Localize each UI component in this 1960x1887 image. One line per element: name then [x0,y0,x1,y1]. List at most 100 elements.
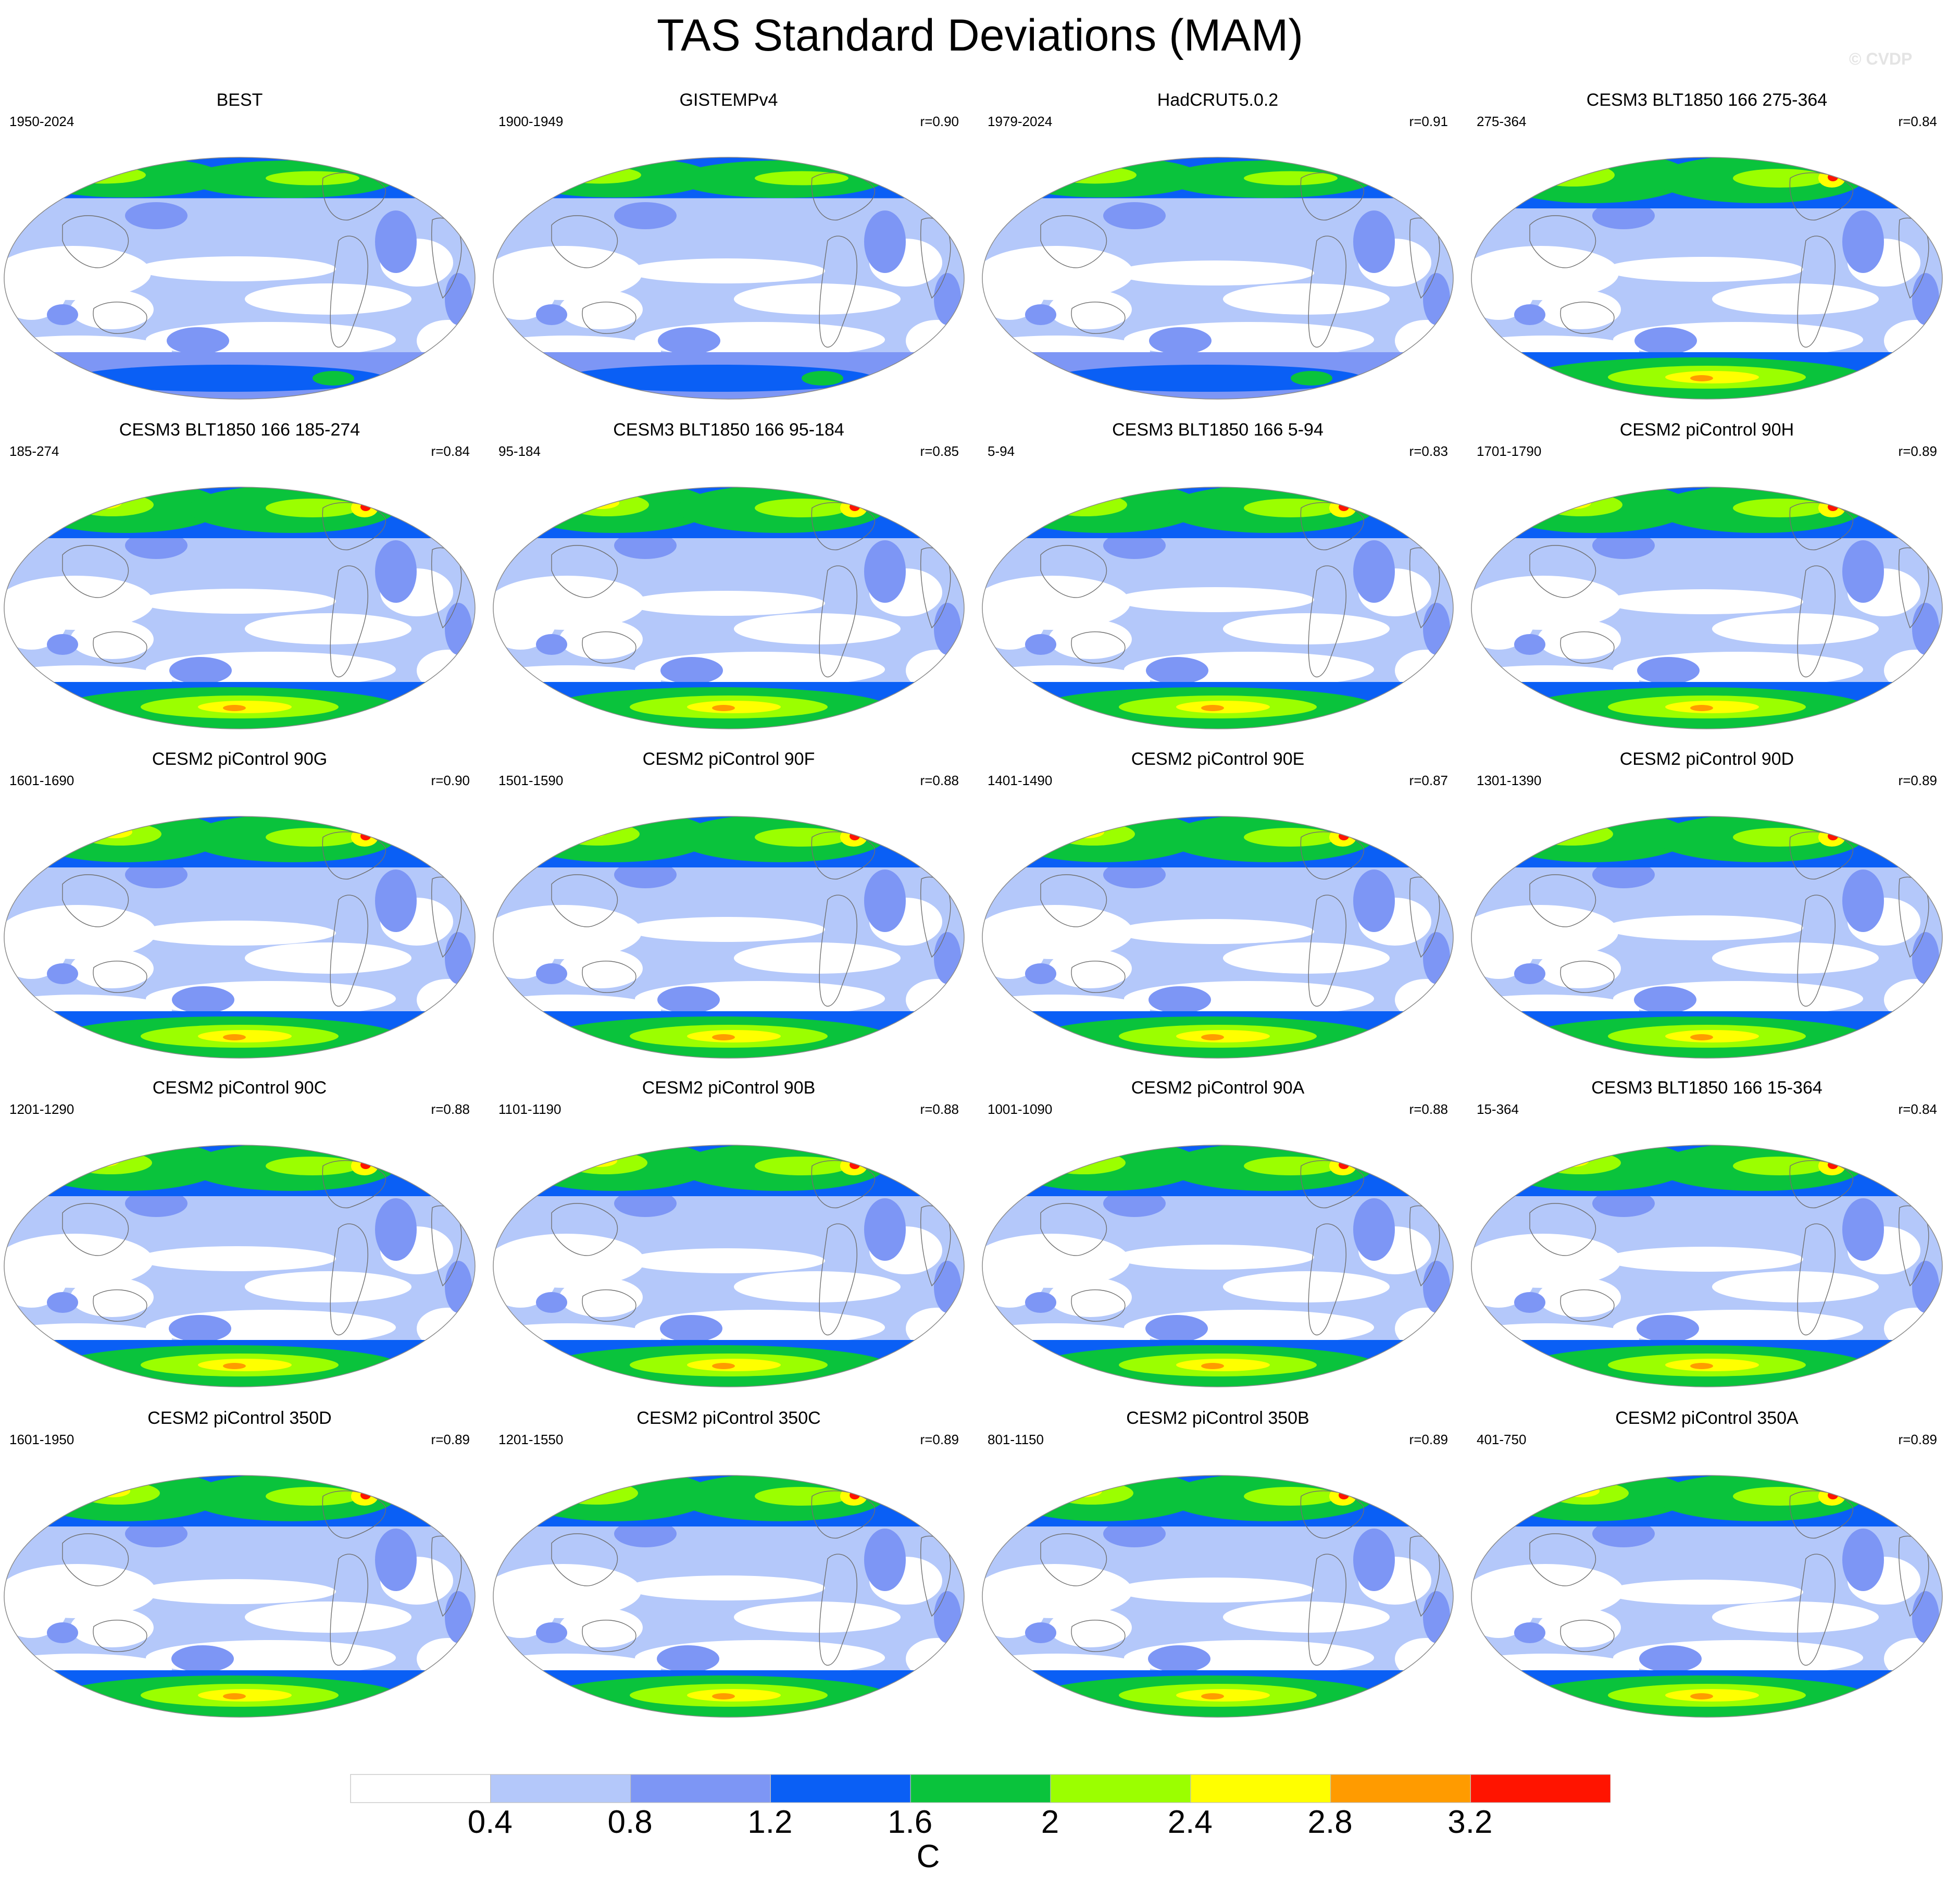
colorbar-swatch [1470,1774,1611,1803]
colorbar-tick-label: 0.8 [607,1804,653,1840]
map-field [493,487,965,729]
map-field [4,157,476,400]
panel-correlation: r=0.88 [920,1101,959,1117]
map-panel: CESM3 BLT1850 166 15-364 15-364 r=0.84 [1467,1077,1946,1400]
panel-correlation: r=0.84 [1898,1101,1937,1117]
panel-title: CESM2 piControl 350A [1615,1408,1799,1428]
map-field [493,157,965,400]
map-field [1471,816,1943,1059]
colorbar-tick-label: 0.4 [467,1804,513,1840]
colorbar-swatch [490,1774,631,1803]
map-field [982,1475,1454,1718]
map-panel: CESM2 piControl 90A 1001-1090 r=0.88 [978,1077,1457,1400]
panel-correlation: r=0.89 [431,1432,470,1447]
panel-correlation: r=0.89 [920,1432,959,1447]
map-field [4,1475,476,1718]
panel-period: 1601-1690 [9,773,74,788]
panel-period: 1001-1090 [988,1101,1053,1117]
panel-period: 1201-1290 [9,1101,74,1117]
panel-title: CESM3 BLT1850 166 15-364 [1591,1078,1822,1098]
panel-period: 1401-1490 [988,773,1053,788]
panel-title: CESM2 piControl 90D [1619,749,1794,769]
colorbar-swatch [1190,1774,1331,1803]
panel-title: GISTEMPv4 [679,90,778,110]
map-panel: CESM2 piControl 90E 1401-1490 r=0.87 [978,749,1457,1072]
map-field [1471,487,1943,729]
map-panel: CESM2 piControl 90B 1101-1190 r=0.88 [489,1077,968,1400]
panel-title: CESM2 piControl 90E [1131,749,1305,769]
colorbar-tick-label: 2 [1041,1804,1059,1840]
panel-period: 1601-1950 [9,1432,74,1447]
map-field [982,816,1454,1059]
panel-period: 185-274 [9,443,59,459]
map-field [982,1145,1454,1387]
panel-period: 801-1150 [988,1432,1044,1447]
colorbar-swatch [630,1774,771,1803]
map-panel: HadCRUT5.0.2 1979-2024 r=0.91 [978,90,1457,413]
panel-period: 1301-1390 [1477,773,1542,788]
colorbar-swatch [910,1774,1051,1803]
panel-period: 15-364 [1477,1101,1519,1117]
colorbar-units: C [916,1839,940,1874]
panel-period: 1501-1590 [498,773,564,788]
panel-correlation: r=0.84 [1898,114,1937,129]
colorbar-tick-label: 2.4 [1167,1804,1213,1840]
map-panel: CESM3 BLT1850 166 5-94 5-94 r=0.83 [978,419,1457,742]
panel-title: CESM3 BLT1850 166 185-274 [119,420,360,440]
colorbar-swatch [350,1774,491,1803]
panel-period: 5-94 [988,443,1015,459]
panel-period: 401-750 [1477,1432,1527,1447]
panel-period: 275-364 [1477,114,1527,129]
map-panel: CESM2 piControl 350A 401-750 r=0.89 [1467,1408,1946,1731]
colorbar [350,1774,1611,1803]
map-field [4,1145,476,1387]
panel-correlation: r=0.89 [1409,1432,1448,1447]
map-field [1471,1475,1943,1718]
panel-title: HadCRUT5.0.2 [1157,90,1279,110]
panel-title: CESM2 piControl 350C [636,1408,821,1428]
colorbar-tick-label: 1.2 [747,1804,793,1840]
map-panel: CESM2 piControl 90G 1601-1690 r=0.90 [0,749,479,1072]
panel-title: CESM2 piControl 90C [152,1078,327,1098]
panel-correlation: r=0.90 [431,773,470,788]
map-panel: CESM2 piControl 90D 1301-1390 r=0.89 [1467,749,1946,1072]
map-field [1471,157,1943,400]
panel-correlation: r=0.89 [1898,1432,1937,1447]
map-panel: BEST 1950-2024 [0,90,479,413]
map-panel: GISTEMPv4 1900-1949 r=0.90 [489,90,968,413]
panel-title: CESM2 piControl 90F [642,749,815,769]
panel-correlation: r=0.90 [920,114,959,129]
panel-period: 1979-2024 [988,114,1053,129]
figure-title: TAS Standard Deviations (MAM) [656,10,1304,60]
panel-title: CESM3 BLT1850 166 95-184 [613,420,844,440]
map-field [1471,1145,1943,1387]
panel-period: 1701-1790 [1477,443,1542,459]
colorbar-swatch [1330,1774,1471,1803]
map-panel: CESM2 piControl 90H 1701-1790 r=0.89 [1467,419,1946,742]
colorbar-tick-label: 1.6 [888,1804,933,1840]
panel-title: CESM2 piControl 350B [1126,1408,1309,1428]
map-field [493,816,965,1059]
map-field [982,157,1454,400]
map-panel: CESM2 piControl 90F 1501-1590 r=0.88 [489,749,968,1072]
panel-correlation: r=0.85 [920,443,959,459]
colorbar-swatch [1050,1774,1191,1803]
panel-title: CESM2 piControl 90B [642,1078,816,1098]
map-panel: CESM3 BLT1850 166 185-274 185-274 r=0.84 [0,419,479,742]
watermark: © CVDP [1849,49,1913,68]
panel-title: CESM2 piControl 90H [1619,420,1794,440]
panel-period: 1900-1949 [498,114,564,129]
panel-title: BEST [216,90,263,110]
map-field [982,487,1454,729]
map-field [493,1145,965,1387]
map-panel: CESM3 BLT1850 166 275-364 275-364 r=0.84 [1467,90,1946,413]
panel-correlation: r=0.83 [1409,443,1448,459]
map-panel: CESM3 BLT1850 166 95-184 95-184 r=0.85 [489,419,968,742]
panel-period: 1201-1550 [498,1432,564,1447]
colorbar-swatch [770,1774,911,1803]
panel-correlation: r=0.89 [1898,443,1937,459]
map-field [493,1475,965,1718]
panel-title: CESM3 BLT1850 166 275-364 [1586,90,1828,110]
panel-period: 95-184 [498,443,541,459]
map-panel: CESM2 piControl 90C 1201-1290 r=0.88 [0,1077,479,1400]
